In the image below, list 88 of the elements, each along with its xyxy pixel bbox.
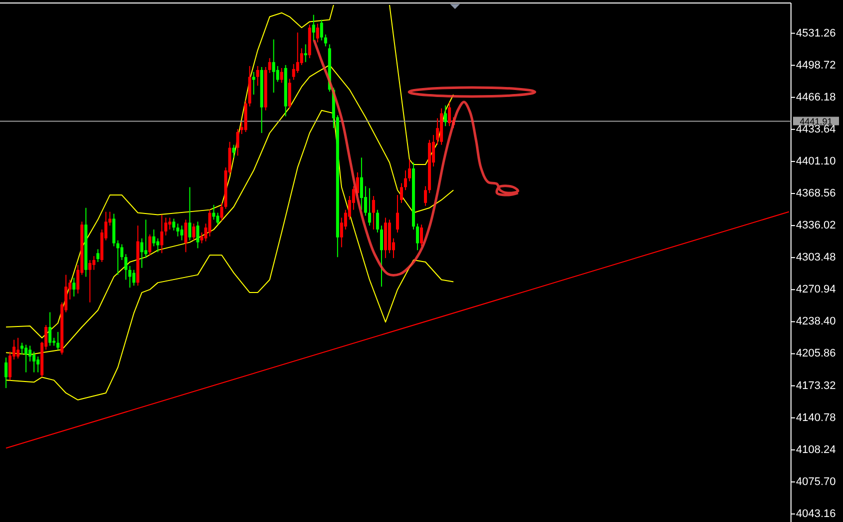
candlestick <box>376 209 380 233</box>
y-tick-label: 4238.40 <box>796 316 836 328</box>
candlestick <box>176 223 180 237</box>
candlestick <box>172 218 176 231</box>
candlestick <box>132 269 136 286</box>
candlestick <box>400 182 403 204</box>
y-tick-label: 4043.16 <box>796 508 836 520</box>
candlestick <box>120 244 124 261</box>
candlestick <box>380 225 384 288</box>
candlestick <box>320 19 324 41</box>
candlestick <box>144 219 148 259</box>
candlestick <box>168 217 172 230</box>
candlestick <box>156 238 160 253</box>
candlestick <box>416 223 419 251</box>
candlestick <box>444 104 447 127</box>
candlestick <box>128 265 132 288</box>
candlestick <box>316 23 320 43</box>
y-tick-label: 4303.48 <box>796 252 836 264</box>
y-tick-label: 4336.02 <box>796 220 836 232</box>
y-tick-label: 4140.78 <box>796 412 836 424</box>
candlestick <box>268 58 272 74</box>
candlestick <box>140 238 144 268</box>
candlestick <box>220 202 224 222</box>
candlestick <box>180 225 184 241</box>
candlestick <box>24 344 28 373</box>
candlestick <box>36 356 40 373</box>
y-tick-label: 4498.72 <box>796 59 836 72</box>
candlestick <box>296 32 300 74</box>
candlestick <box>424 186 427 206</box>
candlestick <box>148 234 152 256</box>
candlestick <box>200 232 204 244</box>
candlestick <box>236 128 240 156</box>
candlestick <box>276 66 280 82</box>
candlestick <box>56 331 60 350</box>
y-tick-label: 4401.10 <box>796 155 836 168</box>
candlestick <box>188 186 192 241</box>
line-series <box>5 4 334 338</box>
candlestick <box>4 357 8 389</box>
y-tick-label: 4270.94 <box>796 284 836 296</box>
candlestick <box>116 240 120 276</box>
candlestick <box>184 219 188 253</box>
candlestick <box>192 223 196 241</box>
candlestick <box>324 34 328 47</box>
y-tick-label: 4108.24 <box>796 444 836 456</box>
candlestick <box>232 144 236 158</box>
line-series <box>389 4 454 166</box>
y-tick-label: 4368.56 <box>796 188 836 200</box>
candlestick <box>256 66 260 86</box>
y-tick-label: 4205.86 <box>796 348 836 360</box>
candlestick <box>292 64 296 80</box>
candlestick <box>124 254 128 280</box>
candlestick <box>28 345 32 362</box>
candlestick <box>252 71 256 96</box>
candlestick <box>88 260 92 303</box>
candlestick <box>216 212 220 226</box>
candlestick <box>360 157 364 210</box>
candlestick <box>164 217 168 236</box>
candlestick <box>92 256 96 270</box>
candlestick <box>396 194 399 233</box>
candlestick <box>368 188 372 226</box>
candlestick <box>312 14 316 41</box>
y-tick-label: 4466.18 <box>796 91 836 104</box>
candlestick <box>160 214 164 254</box>
candlestick <box>304 44 308 63</box>
candlestick <box>404 170 407 191</box>
candlestick <box>420 224 423 247</box>
candlestick <box>288 78 292 109</box>
candlestick <box>272 38 276 94</box>
candlestick <box>208 209 212 237</box>
y-tick-label: 4531.26 <box>796 27 836 40</box>
candlestick <box>280 68 284 84</box>
candlestick <box>448 102 451 127</box>
candlestick <box>96 248 100 263</box>
line-series <box>5 110 454 400</box>
candlestick <box>20 342 24 356</box>
candlestick <box>340 217 344 248</box>
candlestick <box>196 221 200 249</box>
candlestick <box>48 312 52 346</box>
candlestick <box>408 159 411 182</box>
candlestick <box>372 196 376 230</box>
candlestick <box>32 351 36 373</box>
line-series <box>5 64 454 356</box>
candlestick <box>16 337 20 360</box>
y-tick-label: 4075.70 <box>796 476 836 488</box>
candlestick <box>436 118 439 146</box>
candlestick <box>72 277 76 297</box>
y-tick-label: 4173.32 <box>796 380 836 392</box>
candlestick <box>152 229 156 247</box>
